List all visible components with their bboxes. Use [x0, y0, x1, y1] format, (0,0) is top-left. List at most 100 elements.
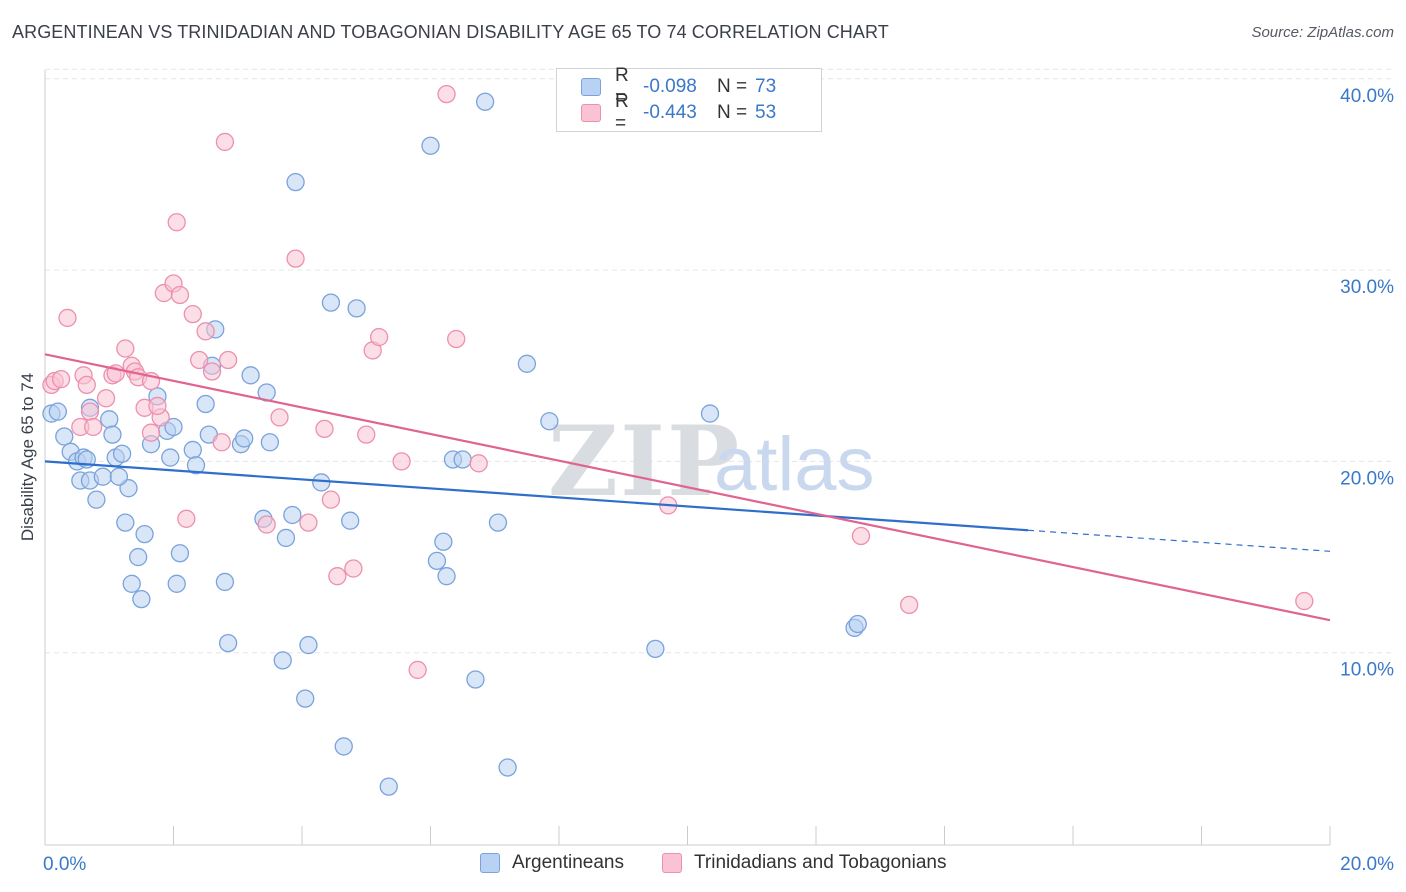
data-point	[700, 404, 720, 423]
legend-swatch-pink	[581, 104, 601, 122]
legend-item-trinidadians: Trinidadians and Tobagonians	[662, 852, 946, 874]
data-point	[379, 777, 398, 796]
data-point	[100, 410, 119, 429]
legend-swatch-blue	[480, 853, 500, 873]
data-point	[437, 84, 456, 104]
data-point	[341, 511, 360, 530]
data-point	[270, 408, 289, 427]
data-point	[286, 172, 305, 192]
data-point	[334, 737, 353, 756]
data-point	[87, 490, 106, 509]
legend-row-argentineans: R = -0.098 N = 73	[581, 65, 777, 108]
data-point	[276, 528, 296, 548]
data-point	[122, 574, 141, 593]
data-point	[408, 660, 427, 680]
data-point	[283, 505, 302, 525]
legend-n-value: 53	[755, 102, 777, 123]
data-point	[218, 350, 238, 370]
data-point	[357, 425, 376, 444]
data-point	[84, 417, 103, 437]
data-point	[369, 327, 389, 347]
trend-line-argentineans-extension	[1027, 529, 1331, 552]
data-point	[167, 213, 186, 232]
legend-r-label: R =	[615, 91, 629, 134]
data-point	[212, 433, 231, 452]
data-point	[116, 513, 135, 532]
data-point	[109, 467, 129, 486]
data-point	[235, 429, 254, 448]
data-point	[344, 559, 363, 578]
legend-row-trinidadians: R = -0.443 N = 53	[581, 91, 777, 134]
data-point	[466, 670, 485, 689]
data-point	[186, 456, 206, 475]
data-point	[116, 339, 135, 358]
data-point	[517, 354, 537, 373]
y-tick-label: 10.0%	[1340, 660, 1394, 681]
data-point	[848, 614, 867, 634]
data-point	[161, 448, 180, 467]
data-point	[103, 425, 122, 444]
data-point	[202, 362, 222, 381]
source-label: Source: ZipAtlas.com	[1251, 24, 1394, 41]
data-point	[296, 689, 315, 708]
data-point	[328, 567, 347, 586]
data-point	[190, 350, 209, 370]
legend-n-value: 73	[755, 76, 777, 97]
data-point	[177, 509, 196, 528]
data-point	[257, 515, 276, 534]
trend-line-argentineans	[44, 460, 1029, 532]
data-point	[93, 467, 112, 486]
y-tick-label: 20.0%	[1340, 468, 1394, 489]
legend-item-argentineans: Argentineans	[480, 852, 624, 874]
legend-r-label: R =	[615, 65, 629, 108]
legend-n-label: N =	[717, 102, 748, 123]
data-point	[112, 444, 132, 463]
data-point	[164, 417, 183, 437]
x-tick-label: 20.0%	[1340, 854, 1394, 875]
data-point	[215, 132, 235, 152]
tick-labels: 10.0% 20.0% 30.0% 40.0% 0.0% 20.0%	[43, 86, 1394, 875]
data-point	[421, 136, 440, 155]
legend-label-trinidadians: Trinidadians and Tobagonians	[694, 852, 947, 873]
data-point	[315, 419, 334, 439]
data-point	[80, 402, 100, 421]
data-point	[183, 440, 202, 460]
data-point	[392, 452, 411, 471]
data-point	[469, 454, 488, 473]
data-point	[48, 402, 67, 421]
data-point	[286, 249, 305, 268]
legend-r-value: -0.098	[643, 76, 697, 97]
data-point	[299, 513, 318, 532]
data-point	[453, 450, 472, 469]
data-point	[141, 423, 161, 442]
watermark-atlas: atlas	[714, 422, 875, 507]
data-point	[135, 524, 154, 544]
legend-label-argentineans: Argentineans	[512, 852, 624, 873]
series-argentineans	[42, 92, 867, 796]
data-point	[321, 490, 341, 509]
data-point	[58, 308, 77, 328]
data-point	[299, 635, 318, 655]
trend-line-trinidadians	[44, 353, 1331, 622]
data-point	[321, 293, 341, 312]
data-point	[55, 427, 74, 446]
legend-swatch-pink	[662, 853, 682, 873]
data-point	[851, 526, 871, 546]
data-point	[273, 651, 292, 670]
data-point	[183, 304, 202, 324]
data-point	[1295, 591, 1314, 611]
y-axis-label: Disability Age 65 to 74	[18, 372, 37, 542]
x-tick-label: 0.0%	[43, 854, 86, 875]
data-point	[347, 299, 366, 318]
data-point	[77, 375, 96, 395]
data-point	[260, 433, 280, 452]
data-point	[646, 639, 665, 659]
data-point	[129, 547, 148, 567]
data-point	[900, 595, 919, 615]
legend-r-value: -0.443	[643, 102, 697, 123]
data-point	[437, 567, 456, 586]
data-point	[427, 551, 447, 571]
grid-lines	[45, 68, 1392, 654]
series-legend: Argentineans Trinidadians and Tobagonian…	[0, 852, 1406, 878]
